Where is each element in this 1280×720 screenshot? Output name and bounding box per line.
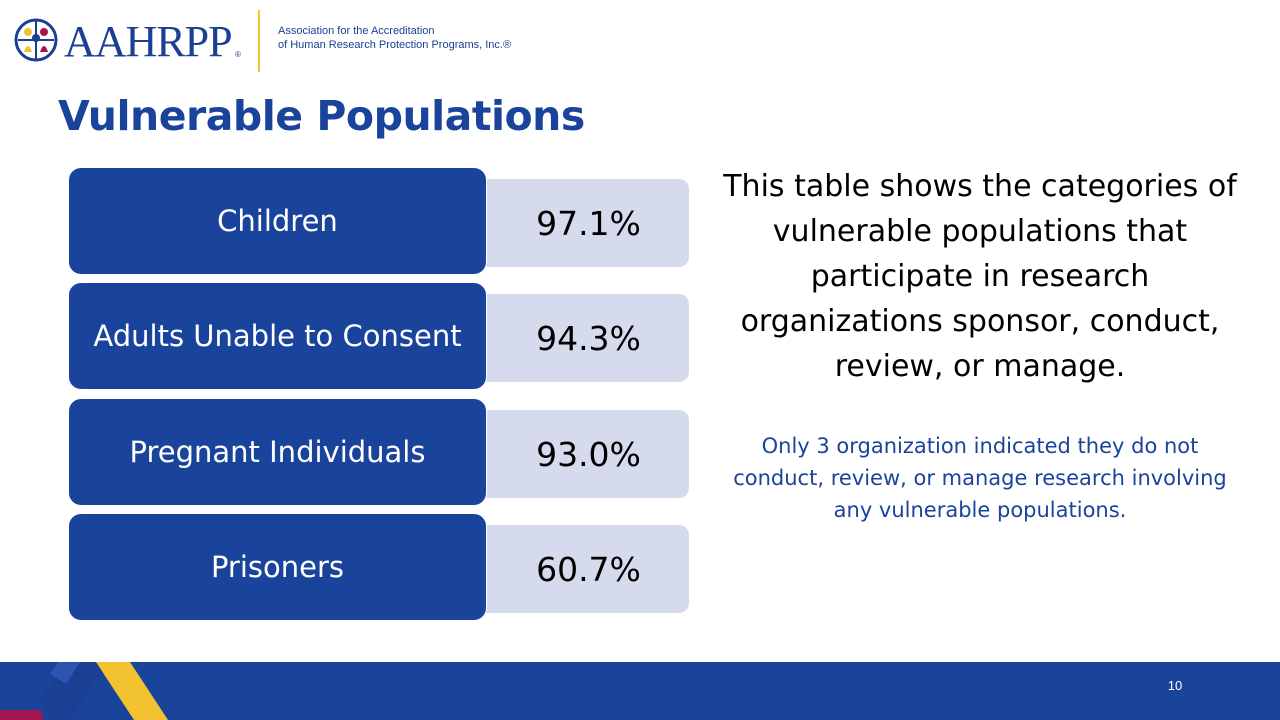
description-text: This table shows the categories of vulne… (723, 169, 1237, 384)
population-label: Adults Unable to Consent (68, 282, 487, 390)
population-value: 60.7% (536, 549, 641, 589)
aahrpp-logo: AAHRPP ® Association for the Accreditati… (14, 10, 554, 74)
population-label: Prisoners (68, 513, 487, 621)
population-value: 93.0% (536, 434, 641, 474)
population-row-pregnant-individuals: 93.0% Pregnant Individuals (68, 398, 692, 508)
registered-mark: ® (235, 50, 241, 59)
page-number: 10 (1167, 678, 1183, 693)
tagline-line-2: of Human Research Protection Programs, I… (278, 39, 512, 51)
population-row-children: 97.1% Children (68, 167, 692, 277)
population-row-adults-unable-to-consent: 94.3% Adults Unable to Consent (68, 282, 692, 392)
population-value: 94.3% (536, 318, 641, 358)
value-box (468, 525, 689, 613)
value-box (468, 294, 689, 382)
value-box (468, 410, 689, 498)
population-label: Pregnant Individuals (68, 398, 487, 506)
tagline-line-1: Association for the Accreditation (278, 25, 435, 37)
logo-tagline: Association for the Accreditation of Hum… (278, 24, 511, 52)
population-label: Children (68, 167, 487, 275)
logo-wordmark: AAHRPP (64, 17, 233, 66)
chevron-stripes-icon (0, 662, 168, 720)
population-row-prisoners: 60.7% Prisoners (68, 513, 692, 623)
people-globe-logo-icon (14, 18, 58, 62)
population-value: 97.1% (536, 203, 641, 243)
logo-divider (258, 10, 260, 72)
note-text: Only 3 organization indicated they do no… (733, 434, 1227, 522)
footer-bar (0, 662, 1280, 720)
value-box (468, 179, 689, 267)
page-title: Vulnerable Populations (58, 92, 585, 140)
